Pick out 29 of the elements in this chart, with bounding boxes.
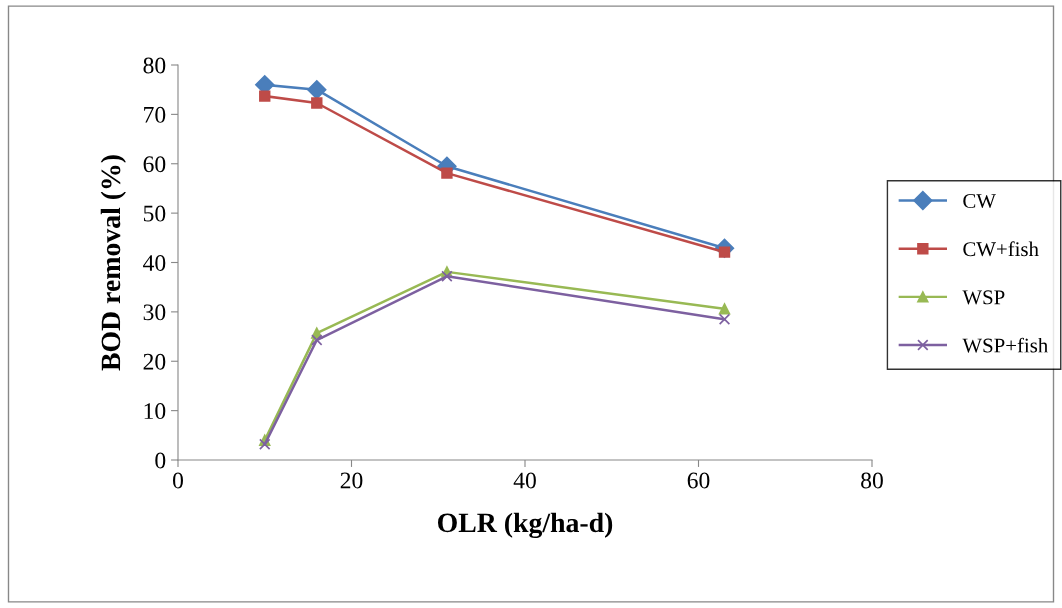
point [311,97,323,109]
x-tick-label: 40 [513,472,536,489]
x-tick-label: 0 [173,472,183,489]
y-tick-label: 30 [143,304,166,321]
y-tick-label: 0 [155,452,166,469]
y-axis-title: BOD removal (%) [100,155,126,371]
point [441,167,453,179]
legend-label: CW+fish [963,241,1039,257]
y-tick-label: 80 [143,57,166,74]
point [311,334,323,346]
x-tick-label: 20 [340,472,363,489]
legend-label: WSP+fish [962,337,1048,353]
x-tick-label: 80 [861,472,883,489]
point [259,438,271,450]
point [441,270,453,283]
y-tick-label: 10 [144,403,166,420]
y-tick-label: 50 [143,205,166,222]
legend-label: CW [963,194,996,209]
y-tick-label: 40 [143,254,166,271]
point [718,313,731,325]
point [307,80,327,100]
point [718,303,731,315]
y-tick-label: 60 [143,156,166,173]
y-tick-label: 70 [144,106,166,123]
legend-label: WSP [962,290,1005,305]
x-tick-label: 60 [687,472,710,489]
y-tick-label: 20 [143,353,166,370]
x-axis-title: OLR (kg/ha-d) [438,512,613,539]
point [259,90,271,102]
